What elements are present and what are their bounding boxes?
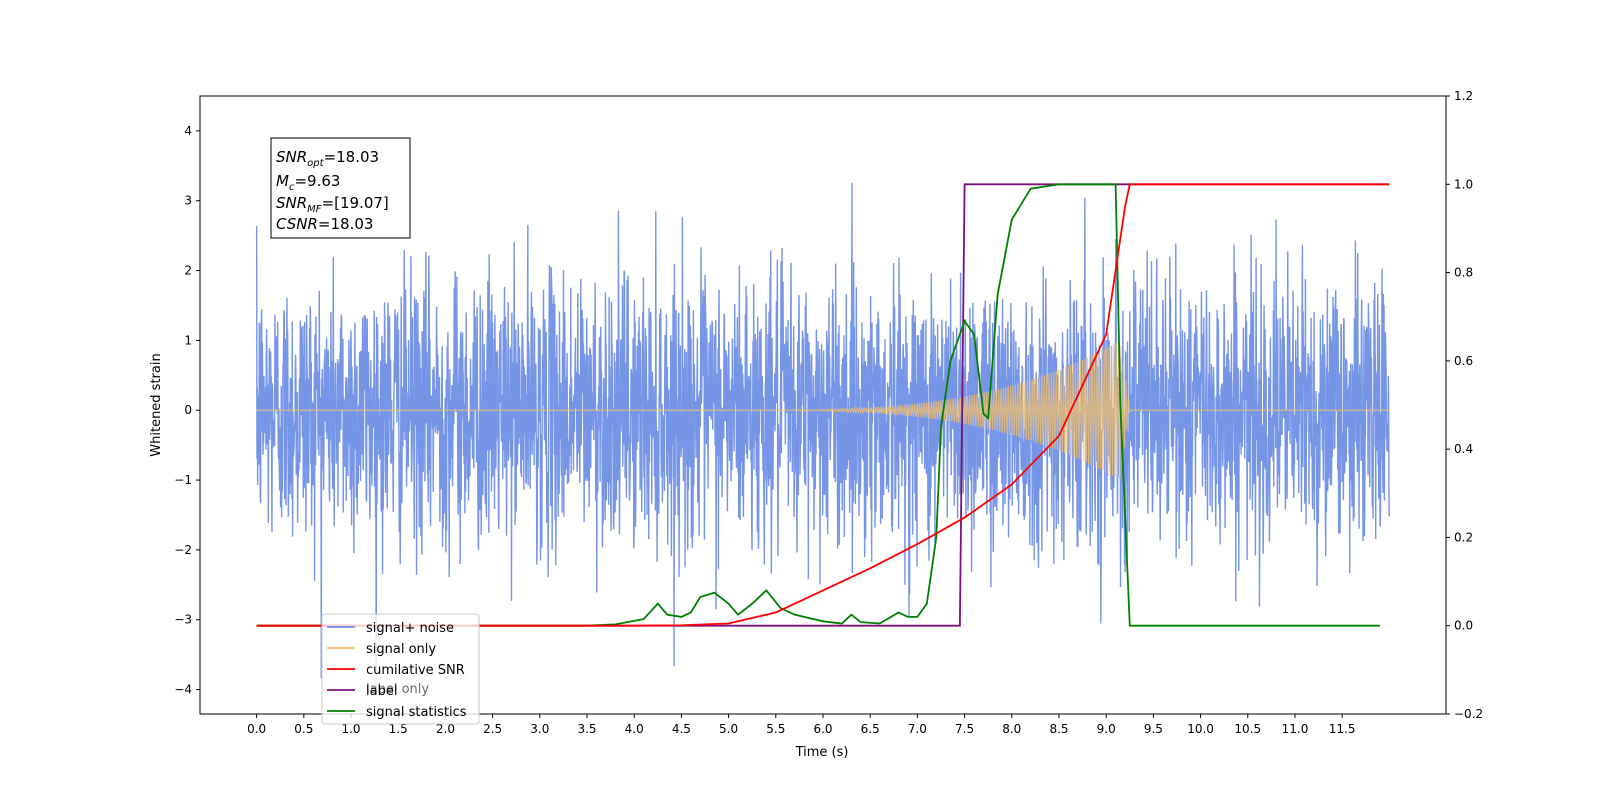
legend-label: signal only: [366, 642, 436, 657]
x-tick-label: 3.5: [577, 722, 596, 736]
y-axis-label: Whitened strain: [149, 353, 164, 456]
x-tick-label: 2.0: [436, 722, 455, 736]
mc-text: Mc=9.63: [276, 172, 340, 193]
x-tick-label: 11.5: [1329, 722, 1356, 736]
legend: signal+ noise signal only cumilative SNR la…: [321, 613, 480, 725]
x-tick-label: 5.5: [766, 722, 785, 736]
y-tick-label: 1: [184, 333, 192, 347]
csnr-text: CSNR=18.03: [276, 215, 373, 233]
x-tick-label: 11.0: [1282, 722, 1309, 736]
y-tick-label: 2: [184, 264, 192, 278]
y2-axis-ticks: 1.2 1.0 0.8 0.6 0.4 0.2 0.0 −0.2: [1446, 89, 1483, 721]
x-tick-label: 9.0: [1097, 722, 1116, 736]
legend-label: signal+ noise: [366, 621, 454, 636]
csnr-value: =18.03: [318, 215, 374, 233]
x-axis-label: Time (s): [795, 745, 849, 760]
x-tick-label: 8.0: [1002, 722, 1021, 736]
x-tick-label: 0.5: [294, 722, 313, 736]
stats-annotation-box: SNRopt=18.03 Mc=9.63 SNRMF=[19.07] CSNR=…: [270, 137, 411, 239]
y2-tick-label: 0.2: [1454, 530, 1473, 544]
series-cumulative-snr-line: [256, 183, 1390, 627]
x-tick-label: 0.0: [247, 722, 266, 736]
x-tick-label: 8.5: [1049, 722, 1068, 736]
y-tick-label: 0: [184, 403, 192, 417]
x-tick-label: 7.0: [908, 722, 927, 736]
data-layer: [255, 182, 1391, 689]
snr-opt-text: SNRopt=18.03: [276, 148, 379, 169]
x-tick-label: 6.0: [813, 722, 832, 736]
series-signal-only-line: [256, 341, 1390, 480]
y-tick-label: 4: [184, 124, 192, 138]
x-tick-label: 6.5: [861, 722, 880, 736]
legend-label: label: [366, 684, 397, 699]
x-axis-ticks: 0.0 0.5 1.0 1.5 2.0 2.5 3.0 3.5 4.0 4.5 5.0 5.5 6.0 6…: [247, 714, 1356, 736]
x-tick-label: 3.0: [530, 722, 549, 736]
y-tick-label: 3: [184, 194, 192, 208]
x-tick-label: 7.5: [955, 722, 974, 736]
x-tick-label: 1.5: [389, 722, 408, 736]
y-tick-label: −4: [174, 683, 192, 697]
y-tick-label: −3: [174, 613, 192, 627]
y2-tick-label: 0.6: [1454, 354, 1473, 368]
y2-tick-label: 0.4: [1454, 442, 1473, 456]
legend-label: cumilative SNR: [366, 663, 465, 678]
snr-opt-value: =18.03: [324, 148, 380, 166]
x-tick-label: 2.5: [483, 722, 502, 736]
x-tick-label: 10.0: [1187, 722, 1214, 736]
x-tick-label: 1.0: [341, 722, 360, 736]
y-tick-label: −1: [174, 473, 192, 487]
y2-tick-label: 1.0: [1454, 177, 1473, 191]
y-axis-ticks: 4 3 2 1 0 −1 −2 −3 −4: [174, 124, 200, 697]
y2-tick-label: 0.0: [1454, 619, 1473, 633]
x-tick-label: 9.5: [1144, 722, 1163, 736]
y2-tick-label: 0.8: [1454, 266, 1473, 280]
y2-tick-label: −0.2: [1454, 707, 1483, 721]
x-tick-label: 4.0: [625, 722, 644, 736]
series-signal-noise-line: [255, 182, 1391, 689]
legend-label: signal statistics: [366, 705, 467, 720]
series-signal-statistics-line: [256, 183, 1380, 627]
legend-label-obscured: label only: [366, 682, 429, 697]
x-tick-label: 5.0: [719, 722, 738, 736]
y2-tick-label: 1.2: [1454, 89, 1473, 103]
y-tick-label: −2: [174, 543, 192, 557]
x-tick-label: 10.5: [1234, 722, 1261, 736]
x-tick-label: 4.5: [672, 722, 691, 736]
mc-value: =9.63: [294, 172, 340, 190]
snr-mf-value: =[19.07]: [322, 194, 389, 212]
snr-mf-text: SNRMF=[19.07]: [276, 194, 389, 215]
